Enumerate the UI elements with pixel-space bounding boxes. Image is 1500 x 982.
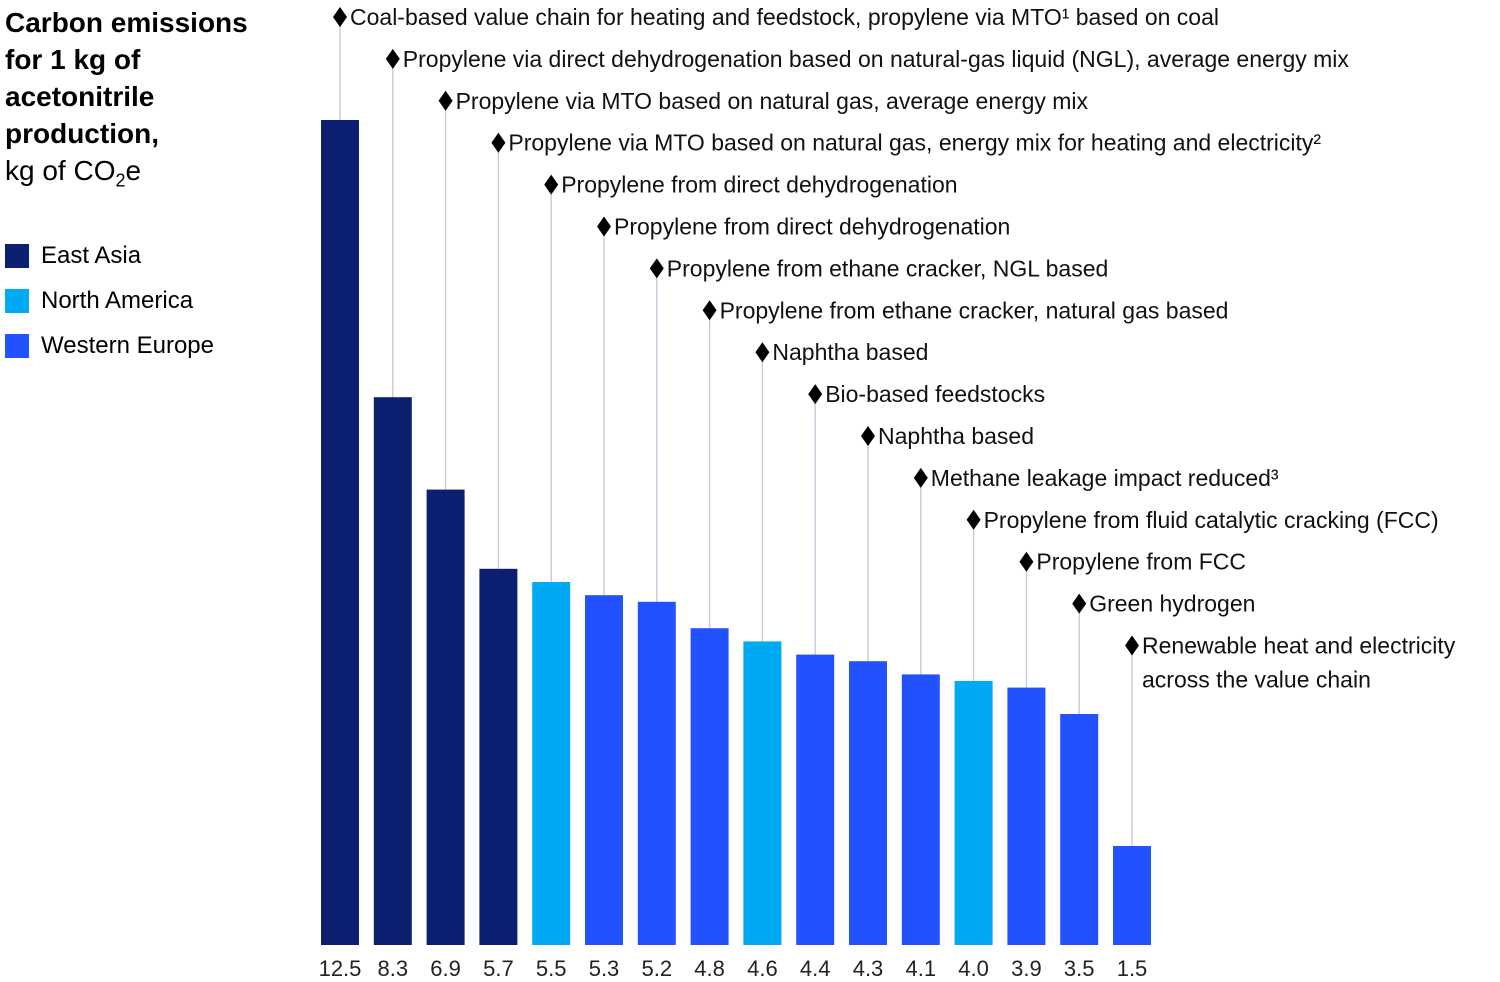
chart-title: Carbon emissions for 1 kg of acetonitril… — [5, 7, 248, 149]
x-tick-label: 4.8 — [694, 956, 725, 981]
bar-annotation: Propylene from direct dehydrogenation — [614, 214, 1010, 240]
legend-swatch — [5, 333, 29, 358]
bar-annotation: Propylene via MTO based on natural gas, … — [456, 88, 1089, 114]
diamond-marker — [649, 258, 664, 279]
x-tick-label: 4.4 — [800, 956, 831, 981]
bar — [1007, 687, 1046, 945]
bar — [1113, 846, 1151, 945]
diamond-marker — [333, 7, 347, 27]
bar-annotation: Naphtha based — [772, 339, 928, 365]
bar — [426, 489, 465, 945]
bar — [637, 601, 676, 945]
bar — [532, 582, 571, 945]
x-tick-label: 3.9 — [1011, 956, 1042, 981]
bar-annotation: Methane leakage impact reduced³ — [931, 465, 1279, 491]
bar-annotation: Bio-based feedstocks — [825, 381, 1045, 407]
diamond-marker — [491, 132, 506, 153]
diamond-marker — [861, 426, 875, 446]
bar-annotation: Propylene from direct dehydrogenation — [561, 172, 957, 198]
x-tick-label: 1.5 — [1117, 956, 1148, 981]
diamond-marker — [755, 342, 770, 363]
bar-annotation: Naphtha based — [878, 423, 1034, 449]
bar-annotation: Propylene from ethane cracker, natural g… — [720, 297, 1229, 323]
legend-item-east-asia: East Asia — [5, 233, 214, 278]
bar — [743, 641, 782, 945]
bar-annotation: Propylene from fluid catalytic cracking … — [984, 507, 1439, 533]
bar — [954, 681, 993, 945]
x-tick-label: 3.5 — [1064, 956, 1095, 981]
bar — [1060, 714, 1099, 945]
legend-swatch — [5, 243, 29, 268]
bar-annotation: Coal-based value chain for heating and f… — [350, 4, 1219, 30]
diamond-marker — [1072, 593, 1087, 614]
bar-annotation: Propylene from FCC — [1036, 549, 1246, 575]
bar — [373, 397, 412, 945]
x-tick-label: 4.3 — [853, 956, 884, 981]
diamond-marker — [1019, 551, 1034, 572]
bar — [796, 654, 835, 945]
bar-annotation: Renewable heat and electricity — [1142, 633, 1456, 659]
legend: East Asia North America Western Europe — [5, 233, 214, 368]
bar — [690, 628, 729, 945]
x-tick-label: 4.1 — [906, 956, 937, 981]
x-tick-label: 4.6 — [747, 956, 778, 981]
legend-label: Western Europe — [41, 331, 214, 359]
x-tick-label: 4.0 — [958, 956, 989, 981]
legend-label: North America — [41, 286, 194, 314]
x-tick-label: 5.2 — [642, 956, 673, 981]
x-tick-label: 12.5 — [319, 956, 362, 981]
diamond-marker — [966, 509, 981, 530]
diamond-marker — [385, 48, 400, 69]
diamond-marker — [1125, 635, 1139, 656]
x-tick-label: 5.7 — [483, 956, 514, 981]
diamond-marker — [702, 300, 717, 321]
legend-label: East Asia — [41, 241, 142, 269]
bar-annotation: across the value chain — [1142, 667, 1371, 693]
x-tick-label: 5.3 — [589, 956, 620, 981]
legend-item-north-america: North America — [5, 278, 214, 323]
bar-annotation: Propylene via MTO based on natural gas, … — [508, 130, 1321, 156]
bar — [585, 595, 623, 945]
diamond-marker — [544, 174, 559, 195]
bar-annotation: Green hydrogen — [1089, 591, 1255, 617]
bar-annotation: Propylene via direct dehydrogenation bas… — [403, 46, 1350, 72]
legend-swatch — [5, 288, 29, 313]
diamond-marker — [913, 467, 928, 488]
bar — [901, 674, 940, 945]
bar — [321, 120, 359, 945]
legend-item-western-europe: Western Europe — [5, 323, 214, 368]
chart-subtitle: kg of CO2e — [5, 155, 142, 191]
bar — [479, 568, 518, 945]
x-tick-label: 6.9 — [430, 956, 461, 981]
bar — [849, 661, 887, 945]
diamond-marker — [438, 90, 453, 111]
x-tick-label: 8.3 — [378, 956, 409, 981]
diamond-marker — [597, 216, 611, 237]
x-tick-label: 5.5 — [536, 956, 567, 981]
diamond-marker — [808, 384, 823, 405]
bar-annotation: Propylene from ethane cracker, NGL based — [667, 255, 1109, 281]
